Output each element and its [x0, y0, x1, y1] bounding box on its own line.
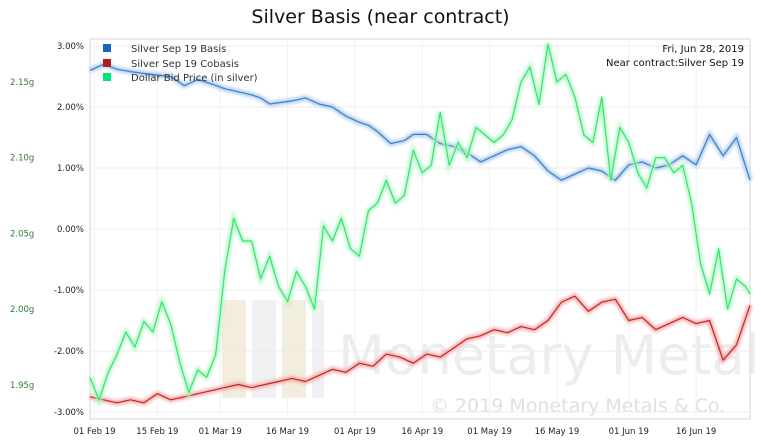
- x-axis-tick-label: 16 Mar 19: [266, 427, 309, 437]
- x-axis-tick-label: 16 Jun 19: [676, 427, 716, 437]
- left-axis-tick-label: 2.10g: [10, 154, 34, 164]
- series-line-0: [89, 63, 751, 181]
- legend-label-basis: Silver Sep 19 Basis: [131, 44, 226, 55]
- right-axis-tick-label: 3.00%: [57, 42, 84, 52]
- x-axis-tick-label: 01 May 19: [467, 427, 512, 437]
- x-axis-tick-label: 16 Apr 19: [401, 427, 443, 437]
- right-axis-tick-label: -2.00%: [54, 347, 84, 357]
- legend-swatch-basis: [103, 44, 111, 52]
- x-axis-tick-label: 01 Jun 19: [609, 427, 649, 437]
- legend-swatch-cobasis: [103, 59, 111, 67]
- x-axis-tick-label: 15 Feb 19: [136, 427, 178, 437]
- legend-label-dollar: Dollar Bid Price (in silver): [131, 73, 258, 84]
- left-axis-tick-label: 2.00g: [10, 305, 34, 315]
- legend-label-cobasis: Silver Sep 19 Cobasis: [131, 59, 239, 70]
- watermark-brand: Monetary Metals: [338, 324, 761, 387]
- contract-label: Near contract:Silver Sep 19: [606, 58, 744, 69]
- series-line-1: [89, 295, 751, 404]
- legend-swatch-dollar: [103, 73, 111, 81]
- x-axis-tick-label: 16 May 19: [535, 427, 580, 437]
- x-axis-tick-label: 01 Mar 19: [199, 427, 242, 437]
- left-axis: 2.15g 2.10g 2.05g 2.00g 1.95g: [10, 78, 34, 391]
- right-axis-tick-label: 0.00%: [57, 225, 84, 235]
- watermark-copyright: © 2019 Monetary Metals & Co.: [430, 395, 725, 417]
- x-axis-tick-label: 01 Feb 19: [73, 427, 115, 437]
- right-axis-tick-label: -3.00%: [54, 408, 84, 418]
- date-label: Fri, Jun 28, 2019: [662, 44, 744, 55]
- series-line-2: [89, 43, 751, 401]
- series-layer: [87, 43, 753, 408]
- left-axis-tick-label: 1.95g: [10, 381, 34, 391]
- right-axis-tick-label: -1.00%: [54, 286, 84, 296]
- gridlines: [90, 39, 750, 419]
- legend: Silver Sep 19 Basis Silver Sep 19 Cobasi…: [103, 44, 258, 84]
- x-axis: 01 Feb 19 15 Feb 19 01 Mar 19 16 Mar 19 01 A…: [73, 427, 716, 437]
- right-axis: 3.00% 2.00% 1.00% 0.00% -1.00% -2.00% -3.00%: [54, 42, 84, 418]
- chart-title: Silver Basis (near contract): [251, 6, 510, 28]
- right-axis-tick-label: 1.00%: [57, 164, 84, 174]
- right-axis-tick-label: 2.00%: [57, 103, 84, 113]
- left-axis-tick-label: 2.05g: [10, 229, 34, 239]
- left-axis-tick-label: 2.15g: [10, 78, 34, 88]
- x-axis-tick-label: 01 Apr 19: [334, 427, 376, 437]
